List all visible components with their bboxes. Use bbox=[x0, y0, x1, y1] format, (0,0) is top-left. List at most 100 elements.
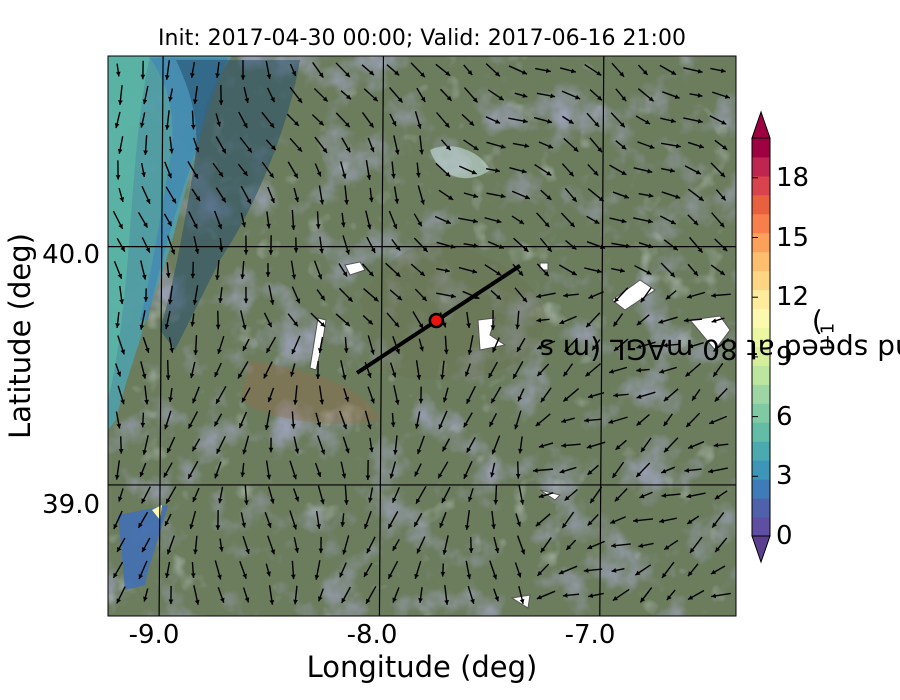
wind-arrow bbox=[263, 312, 273, 328]
wind-arrow bbox=[637, 64, 649, 76]
wind-arrow bbox=[261, 111, 275, 129]
wind-arrow bbox=[117, 136, 124, 154]
wind-arrow-head bbox=[367, 424, 372, 430]
wind-arrow bbox=[139, 112, 146, 128]
wind-arrow bbox=[561, 511, 575, 529]
wind-arrow-head bbox=[115, 323, 120, 328]
wind-arrow bbox=[264, 511, 272, 529]
wind-arrow-head bbox=[266, 474, 272, 480]
wind-arrow bbox=[344, 185, 349, 205]
wind-arrow bbox=[661, 167, 675, 173]
wind-arrow-head bbox=[392, 545, 398, 551]
wind-arrow-head bbox=[243, 298, 249, 304]
wind-arrow-head bbox=[636, 420, 642, 426]
wind-arrow-head bbox=[218, 298, 223, 303]
wind-arrow-head bbox=[518, 270, 524, 276]
wind-arrow bbox=[512, 360, 524, 380]
wind-arrow-head bbox=[168, 397, 174, 402]
wind-arrow-head bbox=[466, 574, 472, 580]
wind-arrow bbox=[440, 563, 446, 577]
wind-arrow bbox=[637, 88, 655, 102]
wind-arrow bbox=[489, 560, 498, 580]
wind-arrow-head bbox=[344, 122, 350, 128]
wind-arrow-head bbox=[713, 346, 719, 352]
wind-arrow bbox=[243, 235, 249, 255]
wind-arrow bbox=[661, 142, 681, 149]
wind-arrow bbox=[633, 518, 653, 523]
wind-arrow bbox=[240, 185, 252, 205]
colorbar-tick-label: 9 bbox=[776, 341, 793, 372]
wind-arrow-head bbox=[599, 244, 605, 250]
wind-arrow bbox=[559, 315, 577, 325]
wind-arrow-head bbox=[417, 221, 422, 227]
wind-arrow bbox=[536, 92, 556, 99]
wind-arrow bbox=[539, 237, 553, 253]
wind-arrow-head bbox=[215, 275, 220, 280]
wind-arrow-head bbox=[166, 549, 172, 555]
wind-arrow bbox=[458, 266, 478, 274]
wind-arrow-head bbox=[500, 144, 506, 149]
wind-arrow bbox=[711, 293, 731, 298]
wind-arrow-head bbox=[711, 318, 717, 323]
wind-arrow-head bbox=[218, 546, 224, 552]
wind-arrow-head bbox=[418, 398, 424, 404]
wind-arrow bbox=[660, 117, 676, 124]
wind-arrow-head bbox=[566, 544, 572, 550]
wind-arrow-head bbox=[315, 224, 321, 229]
wind-arrow-head bbox=[536, 317, 542, 323]
wind-arrow bbox=[714, 139, 728, 151]
wind-arrow bbox=[414, 288, 428, 302]
wind-arrow bbox=[584, 267, 602, 274]
wind-arrow bbox=[164, 561, 171, 579]
wind-arrow-head bbox=[317, 348, 323, 354]
wind-arrow-head bbox=[644, 119, 651, 125]
wind-arrow-head bbox=[297, 97, 303, 103]
wind-arrow-head bbox=[724, 94, 730, 99]
wind-arrow-head bbox=[467, 496, 473, 502]
wind-arrow-head bbox=[697, 68, 703, 74]
wind-arrow bbox=[661, 191, 681, 199]
wind-arrow-head bbox=[293, 247, 299, 253]
wind-arrow-head bbox=[293, 173, 298, 179]
wind-arrow bbox=[214, 461, 222, 479]
wind-arrow bbox=[293, 385, 298, 405]
wind-arrow bbox=[237, 361, 249, 379]
wind-arrow-head bbox=[394, 399, 400, 405]
wind-arrow-head bbox=[118, 449, 124, 454]
wind-arrow bbox=[218, 287, 223, 303]
wind-arrow-head bbox=[215, 73, 220, 78]
wind-arrow bbox=[508, 65, 528, 75]
wind-arrow bbox=[467, 335, 474, 355]
wind-arrow bbox=[165, 262, 171, 278]
wind-arrow-head bbox=[370, 349, 375, 355]
wind-arrow bbox=[436, 268, 450, 273]
wind-arrow bbox=[363, 288, 379, 302]
wind-arrow bbox=[659, 366, 677, 374]
colorbar-segment bbox=[752, 194, 770, 215]
wind-arrow-head bbox=[712, 522, 717, 528]
wind-arrow bbox=[535, 413, 551, 427]
wind-arrow-head bbox=[419, 271, 425, 276]
wind-arrow-head bbox=[164, 424, 169, 430]
wind-arrow-head bbox=[523, 246, 529, 252]
wind-arrow-head bbox=[164, 75, 170, 80]
wind-arrow-head bbox=[471, 169, 477, 175]
wind-arrow-head bbox=[675, 194, 681, 199]
wind-arrow-head bbox=[345, 72, 350, 78]
wind-arrow-head bbox=[666, 595, 672, 601]
wind-arrow-head bbox=[119, 196, 125, 202]
wind-arrow bbox=[586, 215, 600, 225]
colorbar-extend-max bbox=[751, 110, 771, 139]
wind-arrow bbox=[416, 536, 426, 554]
wind-arrow bbox=[484, 217, 502, 224]
wind-arrow-head bbox=[291, 274, 297, 280]
wind-arrow-head bbox=[564, 346, 570, 352]
wind-arrow bbox=[686, 515, 700, 525]
wind-arrow-head bbox=[218, 100, 224, 105]
wind-arrow bbox=[414, 560, 422, 580]
wind-arrow bbox=[665, 290, 677, 300]
wind-arrow-head bbox=[142, 449, 148, 455]
wind-arrow bbox=[511, 190, 531, 200]
wind-arrow bbox=[338, 263, 348, 277]
wind-arrow-head bbox=[621, 144, 627, 150]
